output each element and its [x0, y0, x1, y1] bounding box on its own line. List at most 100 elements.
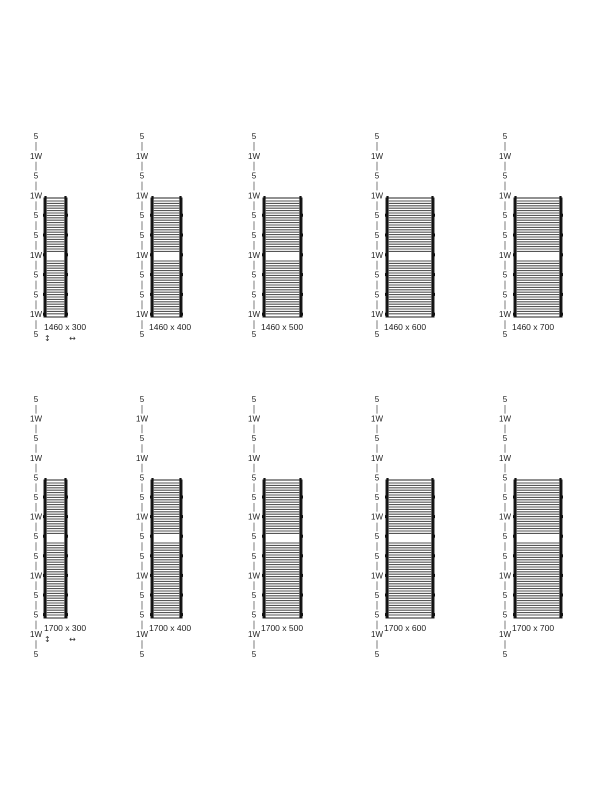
scale-label: 5 [252, 473, 257, 482]
bracket-marker [560, 312, 563, 316]
scale-label: 5 [375, 290, 380, 299]
bracket-marker [560, 593, 563, 597]
bracket-marker [43, 273, 46, 277]
scale-label: 1W [499, 513, 511, 522]
scale-label: 5 [503, 395, 508, 404]
scale-label: 5 [503, 271, 508, 280]
scale-label: 1W [136, 310, 148, 319]
bracket-marker [43, 253, 46, 257]
scale-label: 5 [375, 211, 380, 220]
scale-label: 1W [136, 251, 148, 260]
scale-label: 1W [499, 571, 511, 580]
bracket-marker [560, 554, 563, 558]
scale-label: 1W [248, 191, 260, 200]
scale-label: 5 [140, 172, 145, 181]
scale-label: 5 [375, 591, 380, 600]
scale-label: 5 [503, 211, 508, 220]
scale-label: 1W [136, 571, 148, 580]
bracket-marker [150, 312, 153, 316]
bracket-marker [65, 515, 68, 519]
bracket-marker [180, 534, 183, 538]
rail-gap [389, 253, 431, 259]
bracket-marker [432, 292, 435, 296]
bracket-marker [513, 515, 516, 519]
scale-label: 1W [499, 310, 511, 319]
bracket-marker [262, 292, 265, 296]
bracket-marker [432, 495, 435, 499]
bracket-marker [385, 613, 388, 617]
bracket-marker [385, 593, 388, 597]
bracket-marker [432, 613, 435, 617]
bracket-marker [65, 613, 68, 617]
scale-label: 5 [503, 532, 508, 541]
scale-label: 5 [375, 231, 380, 240]
scale-label: 1W [136, 630, 148, 639]
bracket-marker [385, 312, 388, 316]
scale-label: 5 [375, 473, 380, 482]
bracket-marker [300, 312, 303, 316]
rail-frame [513, 479, 563, 619]
scale-label: 5 [503, 330, 508, 339]
scale-label: 1W [499, 454, 511, 463]
bracket-marker [300, 213, 303, 217]
bracket-marker [432, 515, 435, 519]
bracket-marker [65, 273, 68, 277]
bracket-marker [300, 573, 303, 577]
scale-label: 5 [252, 650, 257, 659]
scale-label: 1W [499, 630, 511, 639]
bracket-marker [262, 253, 265, 257]
bracket-marker [385, 534, 388, 538]
bracket-marker [43, 495, 46, 499]
bracket-marker [150, 573, 153, 577]
bracket-marker [513, 292, 516, 296]
bracket-marker [432, 233, 435, 237]
scale-label: 5 [252, 434, 257, 443]
rail-frame [385, 479, 435, 619]
scale-label: 1W [136, 454, 148, 463]
towel-rail-drawing [262, 478, 303, 619]
wattage-scale: 5 1W 5 1W 5 5 1W 5 5 1W 5 [136, 132, 148, 339]
scale-label: 1W [248, 251, 260, 260]
towel-rail-drawing [513, 196, 563, 318]
towel-rail-model: 5 1W 5 1W 5 5 1W 5 5 1W 5 1460 x 600 [371, 132, 435, 339]
scale-label: 1W [136, 513, 148, 522]
model-size-label: 1460 x 300 [44, 322, 86, 332]
scale-label: 5 [503, 172, 508, 181]
bracket-marker [432, 312, 435, 316]
bracket-marker [560, 233, 563, 237]
bracket-marker [385, 573, 388, 577]
wattage-scale: 5 1W 5 1W 5 5 1W 5 5 1W 5 5 1W 5 [136, 395, 148, 659]
scale-label: 5 [503, 650, 508, 659]
rail-gap [266, 253, 299, 259]
bracket-marker [65, 495, 68, 499]
bracket-marker [560, 515, 563, 519]
model-size-label: 1700 x 500 [261, 623, 303, 633]
bracket-marker [150, 554, 153, 558]
bracket-marker [300, 253, 303, 257]
scale-label: 5 [34, 473, 39, 482]
scale-label: 5 [140, 290, 145, 299]
scale-label: 5 [140, 132, 145, 141]
bracket-marker [300, 534, 303, 538]
bracket-marker [262, 534, 265, 538]
scale-label: 5 [252, 132, 257, 141]
model-size-label: 1700 x 400 [149, 623, 191, 633]
model-size-label: 1700 x 600 [384, 623, 426, 633]
width-arrow-icon: ↔ [69, 334, 76, 343]
rail-gap [266, 535, 299, 541]
bracket-marker [43, 613, 46, 617]
scale-label: 1W [499, 191, 511, 200]
scale-label: 5 [252, 493, 257, 502]
scale-label: 5 [503, 591, 508, 600]
bracket-marker [65, 213, 68, 217]
scale-label: 1W [371, 251, 383, 260]
scale-label: 1W [499, 415, 511, 424]
scale-label: 5 [503, 290, 508, 299]
bracket-marker [385, 515, 388, 519]
bracket-marker [300, 292, 303, 296]
towel-rail-drawing [262, 196, 303, 318]
towel-rail-drawing [385, 478, 435, 619]
scale-label: 5 [34, 271, 39, 280]
bracket-marker [513, 253, 516, 257]
